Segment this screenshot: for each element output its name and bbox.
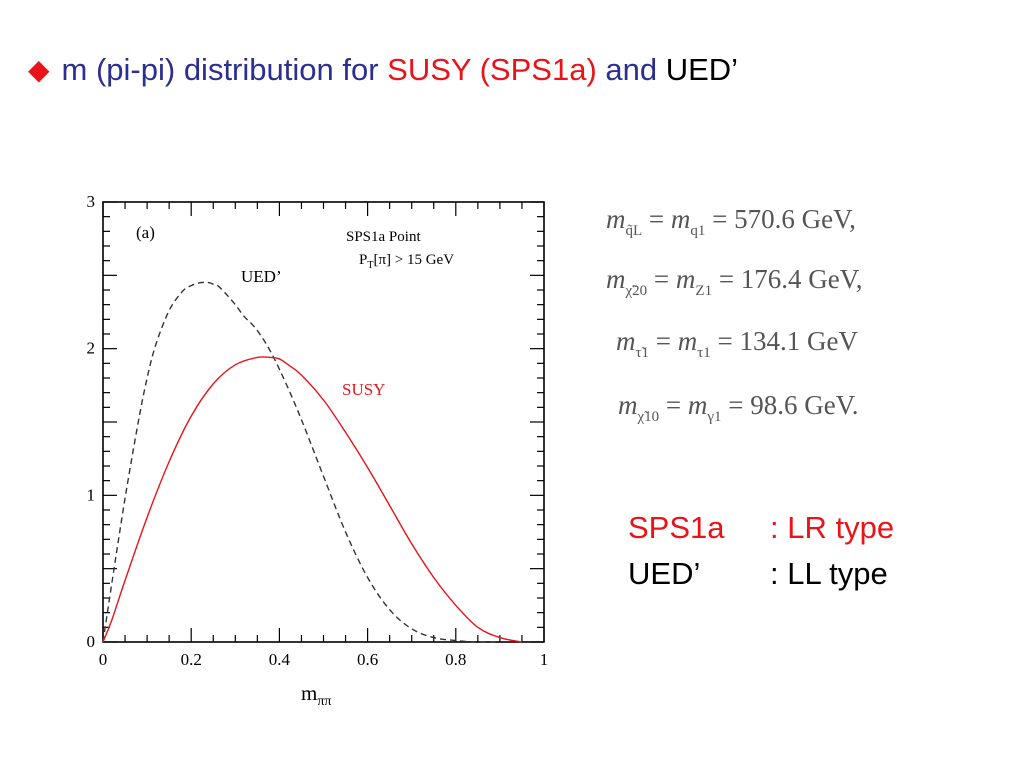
mass-row: mχ̃20 = mZ1 = 176.4 GeV, <box>606 264 863 299</box>
type-desc: : LR type <box>770 510 895 545</box>
x-tick-label: 1 <box>540 650 549 669</box>
mass-row: mχ̃10 = mγ1 = 98.6 GeV. <box>618 390 859 425</box>
mass-value: = 176.4 GeV, <box>712 264 863 294</box>
plot-frame <box>102 201 545 643</box>
mass-row: mτ̃1 = mτ1 = 134.1 GeV <box>616 326 859 361</box>
y-tick-label: 1 <box>87 485 96 504</box>
type-desc: : LL type <box>770 556 888 591</box>
x-axis-label-main: m <box>301 681 317 705</box>
axis-ticks <box>102 201 545 643</box>
title-middle: and <box>596 52 666 87</box>
x-tick-label: 0.4 <box>269 650 291 669</box>
series-layer <box>102 281 523 643</box>
tick-labels: 0 0.2 0.4 0.6 0.8 1 0 1 2 3 <box>87 192 549 669</box>
info-pt-cut-label: PT[π] > 15 GeV <box>359 252 454 271</box>
mass-lhs: m <box>606 204 626 234</box>
mass-rhs: m <box>670 204 691 234</box>
mass-lhs-sub: χ̃10 <box>637 409 660 425</box>
panel-label: (a) <box>136 223 155 242</box>
x-tick-label: 0 <box>99 650 108 669</box>
slide-title: ◆ m (pi-pi) distribution for SUSY (SPS1a)… <box>28 52 738 88</box>
mass-value: = 570.6 GeV, <box>705 204 856 234</box>
mass-lhs: m <box>616 326 636 356</box>
susy-series-line <box>102 356 523 643</box>
info-pt-sub: T <box>367 260 373 271</box>
info-pt-rest: [π] > 15 GeV <box>373 252 454 268</box>
mass-rhs: m <box>675 264 696 294</box>
mass-lhs-sub: τ̃1 <box>635 345 650 361</box>
mass-row: mq̃L = mq1 = 570.6 GeV, <box>606 204 856 239</box>
susy-curve-label: SUSY <box>342 380 385 399</box>
x-axis-label: mππ <box>301 681 331 709</box>
mass-lhs-sub: χ̃20 <box>625 283 648 299</box>
mass-rhs-sub: γ1 <box>707 409 722 425</box>
mass-value: = 98.6 GeV. <box>721 390 859 420</box>
y-tick-label: 0 <box>87 632 96 651</box>
diamond-bullet-icon: ◆ <box>28 54 50 85</box>
x-axis-label-sub: ππ <box>317 694 331 709</box>
title-prefix: m (pi-pi) distribution for <box>61 52 388 87</box>
title-susy: SUSY (SPS1a) <box>387 52 597 87</box>
info-point-label: SPS1a Point <box>346 229 421 245</box>
mass-rhs-sub: q1 <box>690 223 706 239</box>
ued-curve-label: UED’ <box>241 267 282 286</box>
mass-value: = 134.1 GeV <box>710 326 859 356</box>
ued-series-line <box>102 281 500 643</box>
mass-rhs: m <box>687 390 708 420</box>
type-name: UED’ <box>628 556 701 591</box>
x-tick-label: 0.8 <box>445 650 466 669</box>
mass-lhs: m <box>606 264 626 294</box>
mass-lhs-sub: q̃L <box>625 223 643 239</box>
y-tick-label: 2 <box>87 339 96 358</box>
title-ued: UED’ <box>665 52 739 87</box>
x-tick-label: 0.2 <box>181 650 202 669</box>
x-tick-label: 0.6 <box>357 650 378 669</box>
mass-rhs: m <box>677 326 698 356</box>
mass-rhs-sub: τ1 <box>697 345 711 361</box>
mass-lhs: m <box>618 390 638 420</box>
mass-rhs-sub: Z1 <box>695 283 713 299</box>
info-pt-main: P <box>359 252 367 268</box>
y-tick-label: 3 <box>87 192 96 211</box>
type-name: SPS1a <box>628 510 725 545</box>
